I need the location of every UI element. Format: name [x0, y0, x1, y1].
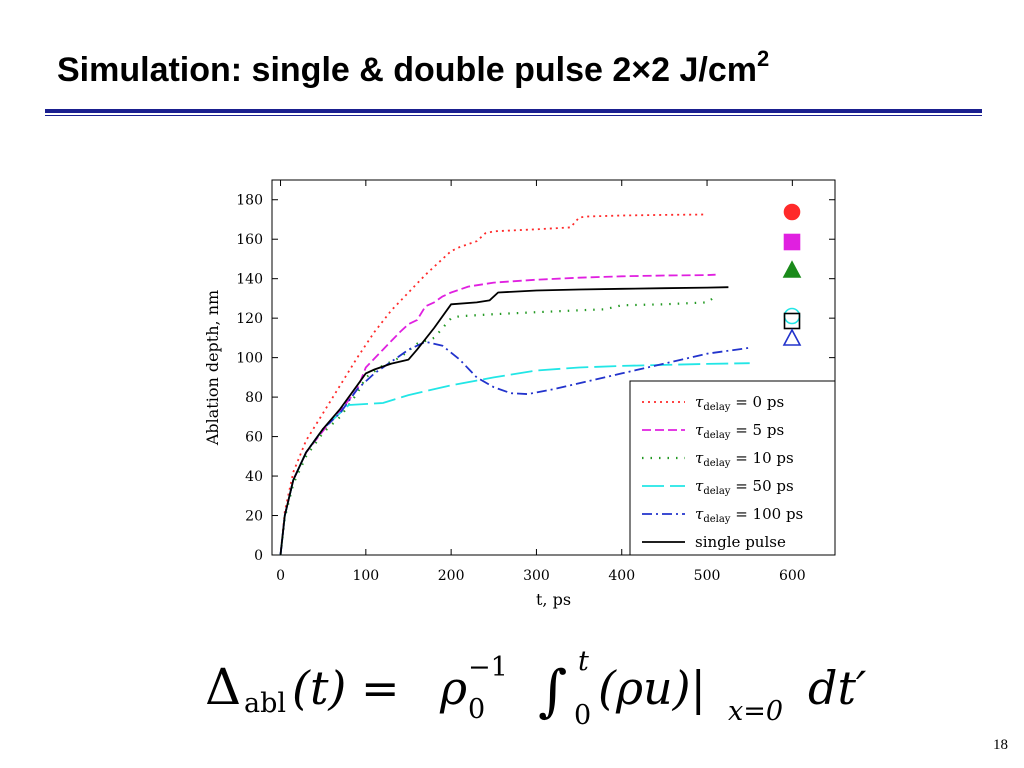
legend-label: τdelay = 0 ps [695, 393, 784, 413]
y-tick-label: 80 [245, 390, 263, 406]
legend-box [629, 380, 836, 556]
legend-label-main: τ [695, 505, 704, 523]
series-line-5 [279, 286, 729, 556]
marker-circle [783, 203, 801, 221]
x-axis-label: t, ps [536, 590, 571, 609]
slide-title-superscript: 2 [757, 46, 770, 71]
formula-integral-lower-limit: 0 [574, 700, 591, 731]
legend-label-subscript: delay [703, 514, 730, 525]
x-tick-label: 200 [438, 568, 465, 584]
formula-integrand: (ρu)| [598, 661, 706, 715]
formula-delta-subscript: abl [244, 688, 286, 719]
series-line-4 [279, 340, 750, 556]
slide-title: Simulation: single & double pulse 2×2 J/… [57, 48, 769, 90]
y-tick-label: 60 [245, 430, 263, 446]
x-tick-label: 400 [608, 568, 635, 584]
legend-label-value: = 10 ps [730, 449, 793, 467]
legend-label-main: τ [695, 449, 704, 467]
formula-rho: ρ [439, 661, 467, 715]
legend-label: τdelay = 10 ps [695, 449, 794, 469]
slide-number: 18 [993, 737, 1008, 753]
formula-rho-subscript: 0 [468, 694, 485, 725]
marker-circle [783, 307, 801, 325]
legend-label-subscript: delay [703, 430, 730, 441]
title-rule-thin [45, 115, 982, 116]
marker-triangle [782, 328, 802, 346]
formula-rho-superscript: −1 [468, 652, 508, 683]
slide-title-text: Simulation: single & double pulse 2×2 J/… [57, 51, 757, 89]
y-tick-label: 100 [236, 351, 263, 367]
legend-label-value: = 5 ps [730, 421, 784, 439]
legend-label-value: = 0 ps [730, 393, 784, 411]
series-line-2 [279, 295, 717, 556]
legend-label-value: = 100 ps [730, 505, 803, 523]
y-tick-label: 40 [245, 469, 263, 485]
formula-integral-upper-limit: t [578, 646, 589, 677]
x-tick-label: 100 [352, 568, 379, 584]
x-tick-label: 300 [523, 568, 550, 584]
legend-label-subscript: delay [703, 458, 730, 469]
legend-label-main: τ [695, 421, 704, 439]
legend-label: single pulse [695, 533, 786, 551]
legend-label: τdelay = 5 ps [695, 421, 784, 441]
y-tick-label: 160 [236, 232, 263, 248]
plot-frame [271, 179, 836, 556]
legend-label-value: = 50 ps [730, 477, 793, 495]
legend-label-subscript: delay [703, 402, 730, 413]
x-tick-label: 0 [276, 568, 285, 584]
series-line-0 [279, 213, 708, 556]
legend-label-main: τ [695, 477, 704, 495]
y-tick-label: 20 [245, 509, 263, 525]
y-tick-label: 140 [236, 272, 263, 288]
legend-label: τdelay = 50 ps [695, 477, 794, 497]
y-tick-label: 120 [236, 311, 263, 327]
x-tick-label: 600 [779, 568, 806, 584]
y-axis-label: Ablation depth, nm [203, 290, 222, 446]
formula-evaluation-point: x=0 [728, 696, 783, 727]
y-tick-label: 180 [236, 193, 263, 209]
marker-square [783, 233, 801, 251]
title-rule-thick [45, 109, 982, 113]
legend-label-subscript: delay [703, 486, 730, 497]
series-line-1 [279, 273, 716, 556]
marker-triangle [782, 260, 802, 278]
ablation-depth-formula: Δ abl (t) = ρ 0 −1 ∫ t 0 (ρu)| x=0 dt′ [205, 646, 867, 731]
formula-integral-sign: ∫ [538, 659, 567, 724]
formula-delta: Δ [205, 658, 241, 716]
legend-label-main: single pulse [695, 533, 786, 551]
formula-differential: dt′ [808, 661, 867, 715]
y-tick-label: 0 [254, 548, 263, 564]
legend-label: τdelay = 100 ps [695, 505, 803, 525]
x-tick-label: 500 [694, 568, 721, 584]
formula-lhs-argument: (t) = [292, 661, 414, 715]
legend-label-main: τ [695, 393, 704, 411]
